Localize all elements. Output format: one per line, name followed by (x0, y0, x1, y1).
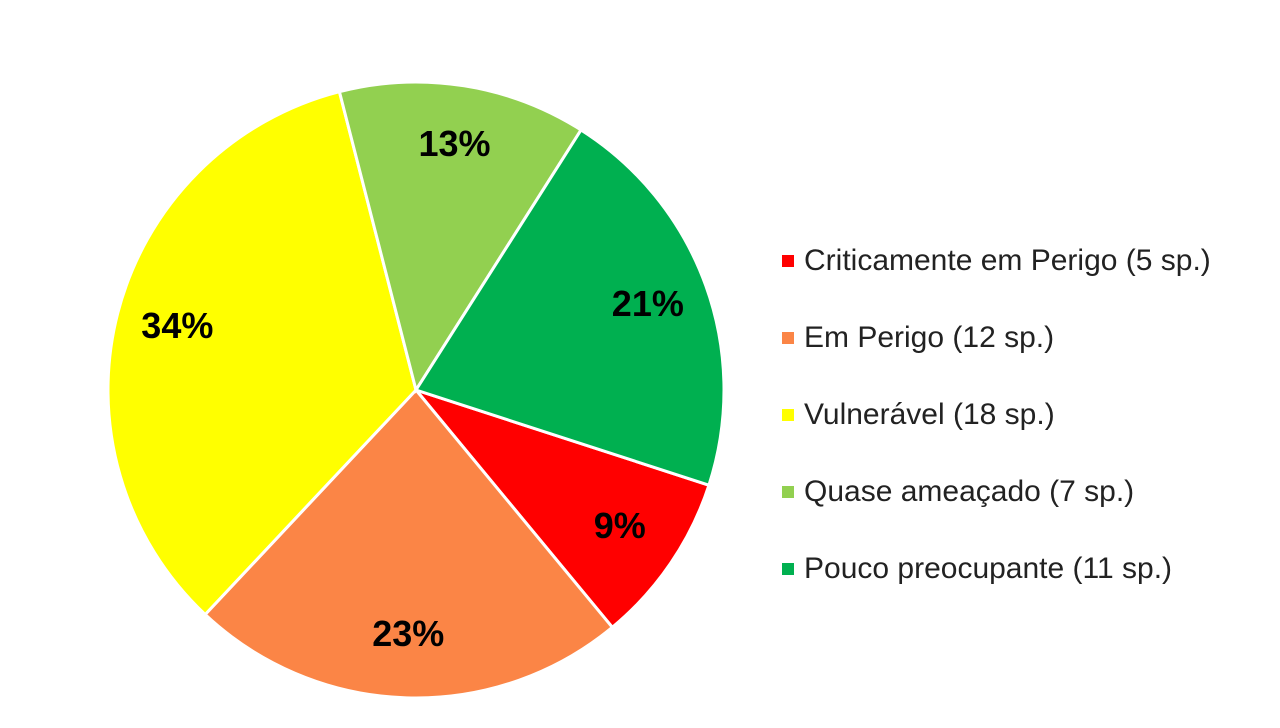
pie-slice-3 (337, 80, 584, 394)
legend-item-criticamente-em-perigo: Criticamente em Perigo (5 sp.) (782, 222, 1272, 299)
legend-item-pouco-preocupante: Pouco preocupante (11 sp.) (782, 530, 1272, 607)
legend-label: Pouco preocupante (11 sp.) (804, 551, 1173, 585)
pie-slice-4 (413, 127, 726, 488)
pie-slice-label-0: 9% (594, 505, 646, 546)
pie-slice-1 (203, 387, 615, 700)
legend-swatch (782, 408, 794, 421)
pie-chart: 9% 23% 34% 13% 21% (106, 80, 726, 700)
legend-swatch (782, 562, 794, 575)
pie-slice-label-3: 13% (419, 123, 491, 164)
pie-slice-label-4: 21% (612, 283, 684, 324)
legend-swatch (782, 485, 794, 498)
legend-swatch (782, 331, 794, 344)
pie-slice-label-2: 34% (141, 305, 213, 346)
legend-item-vulneravel: Vulnerável (18 sp.) (782, 376, 1272, 453)
legend-label: Em Perigo (12 sp.) (804, 320, 1055, 354)
pie-slice-2 (106, 89, 418, 617)
legend-label: Criticamente em Perigo (5 sp.) (804, 243, 1211, 277)
pie-slice-0 (411, 386, 711, 630)
legend: Criticamente em Perigo (5 sp.) Em Perigo… (782, 222, 1272, 607)
legend-swatch (782, 254, 794, 267)
legend-item-quase-ameacado: Quase ameaçado (7 sp.) (782, 453, 1272, 530)
legend-label: Vulnerável (18 sp.) (804, 397, 1055, 431)
legend-item-em-perigo: Em Perigo (12 sp.) (782, 299, 1272, 376)
pie-slice-label-1: 23% (372, 613, 444, 654)
legend-label: Quase ameaçado (7 sp.) (804, 474, 1135, 508)
